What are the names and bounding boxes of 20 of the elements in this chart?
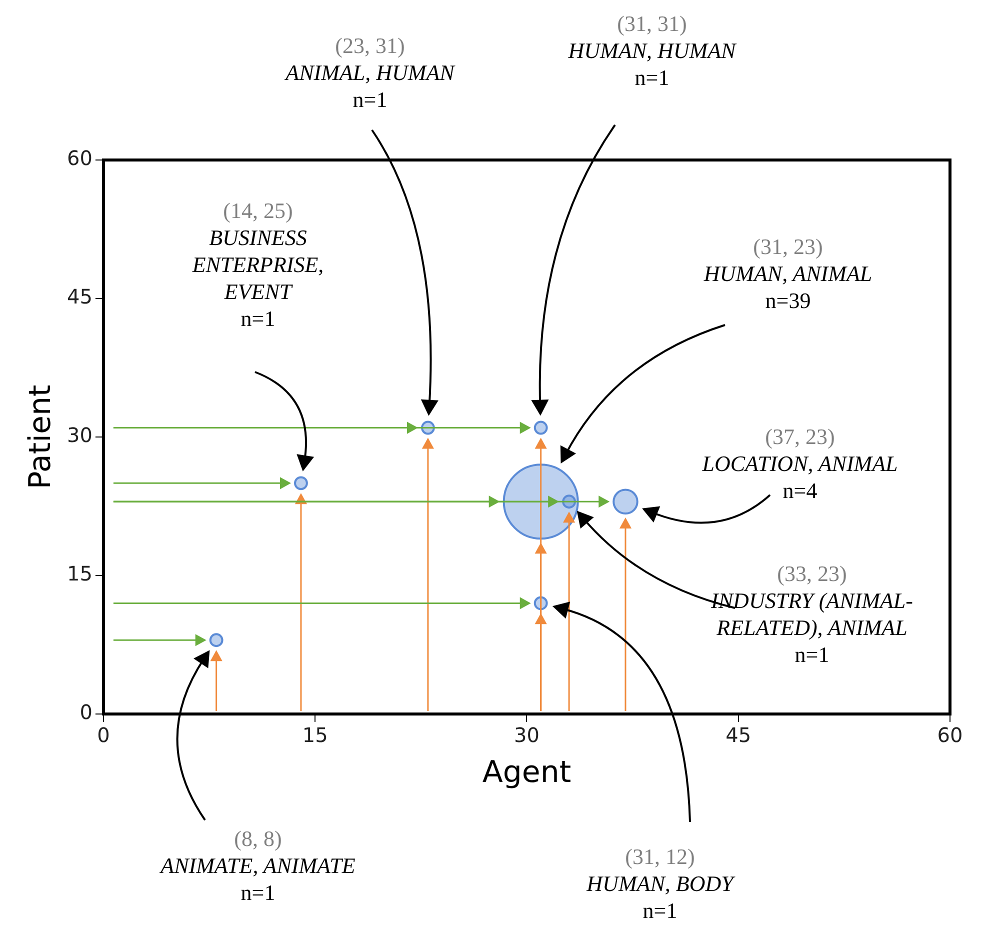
y-axis-title: Patient xyxy=(22,384,58,490)
x-axis-title: Agent xyxy=(482,754,572,790)
y-tick-label: 60 xyxy=(66,146,92,170)
text: (8, 8) ANIMATE, ANIMATE n=1 xyxy=(160,825,356,906)
annotation: (37, 23) LOCATION, ANIMAL n=4 xyxy=(702,423,898,504)
y-tick-label: 30 xyxy=(66,423,92,448)
x-tick-label: 30 xyxy=(514,723,540,748)
y-tick-label: 0 xyxy=(80,700,92,724)
x-tick-label: 15 xyxy=(302,723,328,748)
text: (31, 31) HUMAN, HUMAN n=1 xyxy=(568,10,736,91)
x-tick-label: 60 xyxy=(937,723,963,748)
text: (31, 12) HUMAN, BODY n=1 xyxy=(586,843,734,924)
annotation: (31, 23) HUMAN, ANIMAL n=39 xyxy=(704,233,872,314)
annotation: (33, 23) INDUSTRY (ANIMAL- RELATED), ANIMAL n=1 xyxy=(711,560,913,668)
text: (23, 31) ANIMAL, HUMAN n=1 xyxy=(286,32,454,113)
x-tick-label: 45 xyxy=(726,723,752,748)
y-tick-label: 15 xyxy=(66,562,92,586)
y-tick-label: 45 xyxy=(66,284,92,309)
x-tick-label: 0 xyxy=(97,723,110,748)
annotation: (14, 25) BUSINESS ENTERPRISE, EVENT n=1 xyxy=(192,197,324,332)
